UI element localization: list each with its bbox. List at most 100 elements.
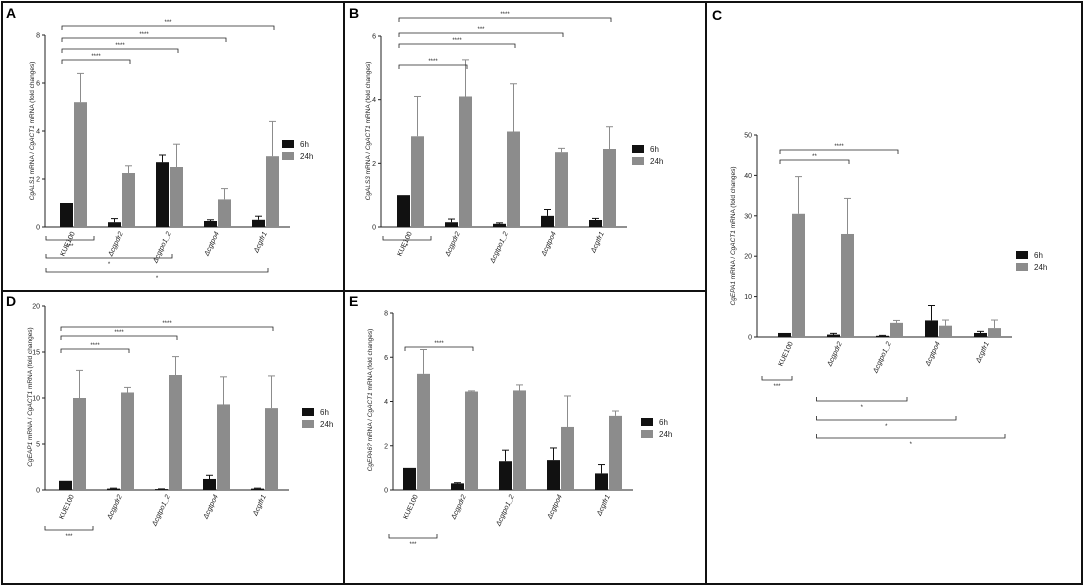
bar-a-24h-4 [266,156,279,227]
x-tick-label-c: Δcgtfr1 [975,341,991,365]
y-axis-label-c: CgEPA1 mRNA / CgACT1 mRNA (fold changes) [730,167,737,306]
y-axis-label-part: CgEPA1 [730,281,737,306]
panel-label-a: A [6,5,16,21]
y-tick-label-c: 50 [744,133,752,140]
y-axis-label-d: CgEAP1 mRNA / CgACT1 mRNA (fold changes) [27,327,34,466]
sig-label-top-c: **** [834,144,844,150]
y-tick-label-a: 8 [36,33,40,40]
x-tick-label-d: KUE100 [58,494,75,521]
x-tick-label-a: Δcgtfr1 [253,231,269,255]
sig-label-top-d: **** [162,321,172,327]
bar-e-24h-2 [513,390,526,490]
x-tick-label-b: Δcgtpo1_2 [489,231,510,265]
bar-d-24h-1 [121,392,134,490]
legend-label-a: 24h [300,152,313,161]
x-tick-label-c: Δcgtpo1_2 [872,341,893,375]
bar-e-24h-3 [561,426,574,490]
sig-label-top-b: **** [500,12,510,18]
bar-c-6h-3 [925,320,938,337]
bar-e-24h-1 [465,391,478,490]
sig-bracket-bottom-e [388,534,438,539]
y-tick-label-d: 0 [36,488,40,495]
bar-b-24h-1 [459,96,472,227]
y-axis-label-b: CgALS3 mRNA / CgACT1 mRNA (fold changes) [365,62,372,201]
y-tick-label-b: 0 [372,225,376,232]
panel-b [343,1,707,292]
legend-swatch-b-6h [632,145,644,153]
y-tick-label-e: 2 [384,443,388,450]
panel-label-d: D [6,293,16,309]
sig-bracket-bottom-c [761,376,793,381]
bar-e-6h-3 [547,460,560,490]
y-tick-label-c: 10 [744,294,752,301]
sig-bracket-bottom-d [44,526,94,531]
sig-label-top-b: **** [452,38,462,44]
sig-label-bottom-a: *** [66,244,74,250]
y-tick-label-d: 20 [32,304,40,311]
legend-label-e: 24h [659,430,672,439]
y-tick-label-c: 30 [744,213,752,220]
y-axis-label-part: CgALS1 [29,176,36,201]
sig-bracket-top-b [398,64,468,69]
sig-bracket-top-b [398,43,516,48]
sig-label-top-b: **** [428,59,438,65]
y-tick-label-a: 4 [36,129,40,136]
bar-e-24h-0 [417,373,430,490]
sig-bracket-top-a [61,48,179,53]
sig-label-top-a: *** [164,20,172,26]
y-tick-label-c: 40 [744,173,752,180]
sig-label-bottom-c: * [885,424,888,430]
y-axis-label-part: CgEAP1 [27,441,34,466]
sig-label-top-d: **** [114,330,124,336]
x-tick-label-d: Δcgpdr2 [106,494,124,522]
sig-label-bottom-c: *** [773,384,781,390]
x-tick-label-d: Δcgtpo1_2 [151,494,172,528]
legend-swatch-c-6h [1016,251,1028,259]
bar-d-6h-3 [203,478,216,490]
sig-label-bottom-a: * [108,262,111,268]
bar-d-6h-4 [251,488,264,490]
sig-bracket-top-a [61,25,275,30]
sig-bracket-top-a [61,59,131,64]
x-tick-label-a: Δcgtpo4 [203,231,221,258]
y-tick-label-a: 2 [36,177,40,184]
bar-e-6h-0 [403,467,416,490]
bar-c-24h-4 [988,328,1001,337]
x-tick-label-e: Δcgtpo1_2 [495,494,516,528]
sig-bracket-top-e [404,346,474,351]
y-tick-label-d: 5 [36,442,40,449]
bar-e-24h-4 [609,415,622,490]
bar-d-6h-2 [155,489,168,490]
sig-bracket-bottom-c [816,434,1006,439]
sig-label-top-a: **** [91,54,101,60]
bar-c-6h-4 [974,332,987,337]
y-axis-label-e: CgEPA6? mRNA / CgACT1 mRNA (fold changes… [367,329,374,472]
sig-bracket-top-c [779,149,899,154]
x-tick-label-e: Δcgtfr1 [596,494,612,518]
y-axis-label-part: mRNA / [730,255,737,281]
sig-bracket-bottom-c [816,416,957,421]
y-tick-label-e: 6 [384,355,388,362]
x-tick-label-c: Δcgpdr2 [826,341,844,369]
bar-d-6h-1 [107,488,120,490]
sig-label-top-a: **** [115,43,125,49]
bar-a-6h-1 [108,222,121,227]
sig-bracket-bottom-a [45,268,269,273]
x-tick-label-b: Δcgpdr2 [444,231,462,259]
legend-label-a: 6h [300,140,309,149]
sig-bracket-bottom-c [816,397,908,402]
bar-c-24h-2 [890,322,903,337]
sig-label-top-b: *** [477,27,485,33]
bar-c-6h-1 [827,334,840,337]
legend-swatch-e-24h [641,430,653,438]
sig-label-top-e: **** [434,341,444,347]
legend-swatch-e-6h [641,418,653,426]
bar-e-6h-4 [595,473,608,490]
y-tick-label-d: 15 [32,350,40,357]
y-axis-label-part: mRNA (fold changes) [365,62,372,126]
sig-bracket-top-d [60,335,178,340]
y-axis-label-part: CgACT1 [27,390,34,415]
y-axis-label-part: mRNA (fold changes) [730,167,737,231]
bar-a-6h-4 [252,219,265,227]
legend-swatch-a-6h [282,140,294,148]
